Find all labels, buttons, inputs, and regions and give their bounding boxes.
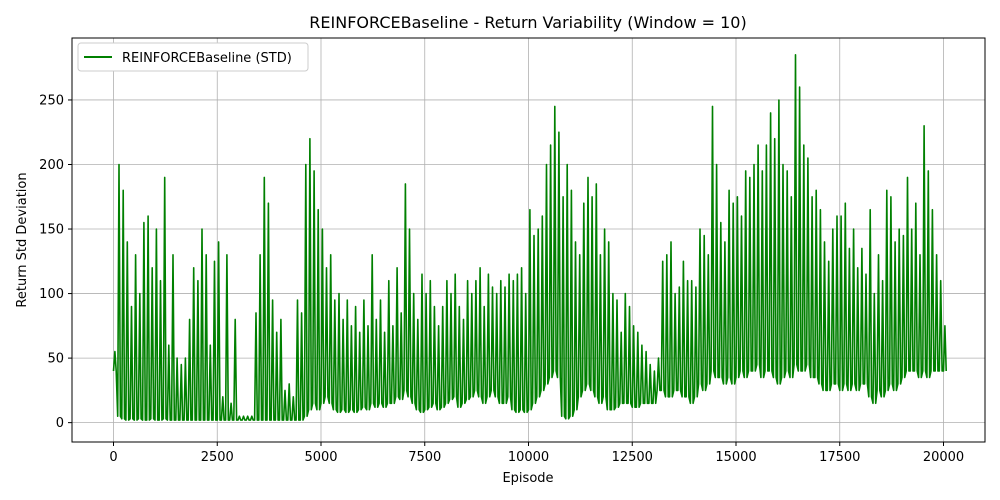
chart-title: REINFORCEBaseline - Return Variability (…	[309, 13, 746, 32]
y-tick-label: 200	[39, 158, 64, 173]
x-tick-label: 7500	[408, 450, 441, 465]
x-tick-label: 2500	[201, 450, 234, 465]
x-tick-label: 5000	[304, 450, 337, 465]
y-tick-label: 150	[39, 223, 64, 238]
series-line	[112, 54, 947, 421]
x-tick-label: 0	[109, 450, 117, 465]
y-tick-label: 50	[47, 352, 64, 367]
y-tick-label: 250	[39, 93, 64, 108]
y-axis-label: Return Std Deviation	[15, 172, 30, 307]
x-tick-label: 12500	[612, 450, 653, 465]
series-lines	[112, 54, 947, 421]
y-tick-label: 100	[39, 287, 64, 302]
x-tick-label: 17500	[819, 450, 860, 465]
x-axis-label: Episode	[502, 471, 553, 486]
x-tick-label: 20000	[923, 450, 964, 465]
x-tick-label: 10000	[508, 450, 549, 465]
y-axis-ticks: 0 50 100 150 200 250	[39, 93, 72, 431]
legend-box	[77, 42, 309, 72]
x-tick-label: 15000	[715, 450, 756, 465]
legend-entry-label: REINFORCEBaseline (STD)	[122, 51, 292, 66]
x-axis-ticks: 0 2500 5000 7500 10000 12500 15000 17500 20000	[109, 442, 964, 465]
legend: REINFORCEBaseline (STD)	[77, 42, 309, 72]
y-tick-label: 0	[56, 416, 64, 431]
